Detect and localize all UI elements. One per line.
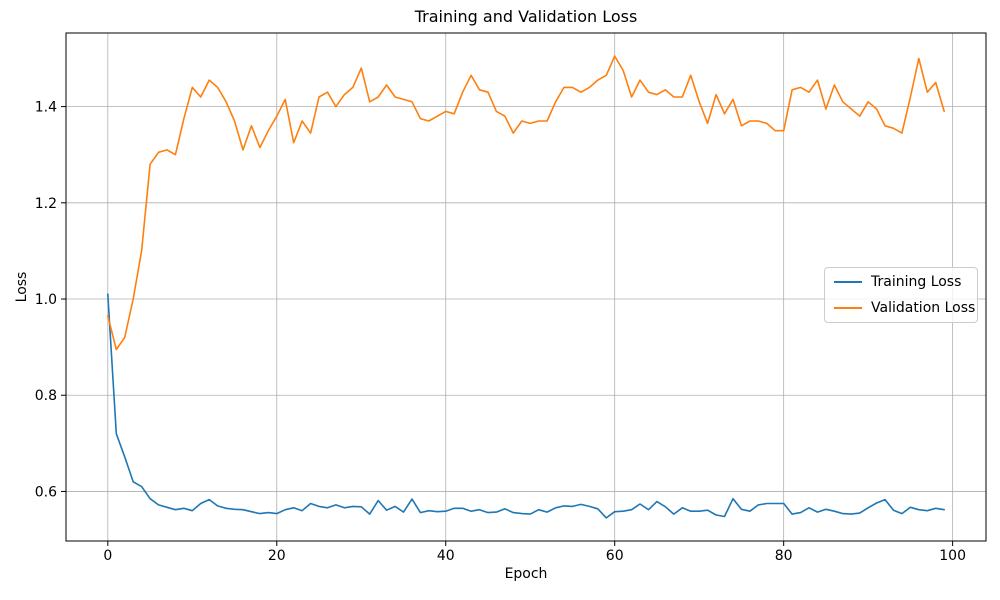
y-axis-label: Loss [14,271,30,303]
legend-label-validation-loss: Validation Loss [871,300,976,316]
axes-spines [65,32,987,542]
x-tick-label: 20 [268,548,286,564]
validation-loss-line [107,55,946,351]
validation-loss-line-swatch [834,307,862,309]
legend-item-training-loss: Training Loss [825,269,977,295]
y-tick-label: 0.8 [35,388,57,404]
y-tick-label: 1.2 [35,196,57,212]
legend-label-training-loss: Training Loss [871,274,962,290]
x-tick-label: 0 [103,548,112,564]
legend-item-validation-loss: Validation Loss [825,295,977,321]
x-axis-label: Epoch [504,566,548,582]
y-tick-label: 1.4 [35,100,57,116]
x-tick-label: 100 [939,548,966,564]
x-tick-label: 60 [606,548,624,564]
training-loss-line-swatch [834,281,862,283]
x-tick-label: 80 [775,548,793,564]
chart-title: Training and Validation Loss [414,7,638,26]
training-loss-line [107,293,946,519]
x-tick-label: 40 [437,548,455,564]
y-tick-label: 0.6 [35,484,57,500]
y-tick-label: 1.0 [35,292,57,308]
legend: Training Loss Validation Loss [824,267,978,323]
